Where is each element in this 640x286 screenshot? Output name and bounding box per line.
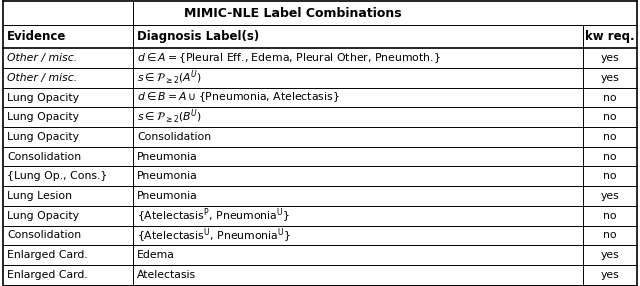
Text: Lung Opacity: Lung Opacity: [7, 112, 79, 122]
Text: $d \in B = A \cup \{\text{Pneumonia, Atelectasis}\}$: $d \in B = A \cup \{\text{Pneumonia, Ate…: [137, 91, 340, 104]
Text: Pneumonia: Pneumonia: [137, 152, 198, 162]
Text: no: no: [603, 132, 617, 142]
Text: Evidence: Evidence: [7, 30, 67, 43]
Text: Consolidation: Consolidation: [7, 152, 81, 162]
Text: $s \in \mathcal{P}_{\geq 2}(B^U)$: $s \in \mathcal{P}_{\geq 2}(B^U)$: [137, 108, 202, 126]
Text: Lung Lesion: Lung Lesion: [7, 191, 72, 201]
Text: Consolidation: Consolidation: [137, 132, 211, 142]
Text: Diagnosis Label(s): Diagnosis Label(s): [137, 30, 259, 43]
Text: yes: yes: [600, 191, 620, 201]
Text: no: no: [603, 171, 617, 181]
Text: $\{\text{Atelectasis}^\mathrm{U},\,\text{Pneumonia}^\mathrm{U}\}$: $\{\text{Atelectasis}^\mathrm{U},\,\text…: [137, 226, 291, 245]
Text: yes: yes: [600, 270, 620, 280]
Text: $s \in \mathcal{P}_{\geq 2}(A^U)$: $s \in \mathcal{P}_{\geq 2}(A^U)$: [137, 69, 202, 87]
Text: kw req.: kw req.: [585, 30, 635, 43]
Text: no: no: [603, 211, 617, 221]
Text: no: no: [603, 112, 617, 122]
Text: no: no: [603, 93, 617, 103]
Text: Enlarged Card.: Enlarged Card.: [7, 250, 88, 260]
Text: Other / misc.: Other / misc.: [7, 53, 77, 63]
Text: Lung Opacity: Lung Opacity: [7, 132, 79, 142]
Text: $\{\text{Atelectasis}^\mathrm{P},\,\text{Pneumonia}^\mathrm{U}\}$: $\{\text{Atelectasis}^\mathrm{P},\,\text…: [137, 206, 290, 225]
Text: Lung Opacity: Lung Opacity: [7, 211, 79, 221]
Text: no: no: [603, 152, 617, 162]
Text: Enlarged Card.: Enlarged Card.: [7, 270, 88, 280]
Text: Pneumonia: Pneumonia: [137, 191, 198, 201]
Text: {Lung Op., Cons.}: {Lung Op., Cons.}: [7, 171, 108, 181]
Text: Other / misc.: Other / misc.: [7, 73, 77, 83]
Text: MIMIC-NLE Label Combinations: MIMIC-NLE Label Combinations: [184, 7, 402, 20]
Text: yes: yes: [600, 73, 620, 83]
Text: Edema: Edema: [137, 250, 175, 260]
Text: Lung Opacity: Lung Opacity: [7, 93, 79, 103]
Text: $d \in A = \{\text{Pleural Eff., Edema, Pleural Other, Pneumoth.}\}$: $d \in A = \{\text{Pleural Eff., Edema, …: [137, 51, 440, 65]
Text: Consolidation: Consolidation: [7, 230, 81, 240]
Text: no: no: [603, 230, 617, 240]
Text: yes: yes: [600, 53, 620, 63]
Text: Pneumonia: Pneumonia: [137, 171, 198, 181]
Text: Atelectasis: Atelectasis: [137, 270, 196, 280]
Text: yes: yes: [600, 250, 620, 260]
